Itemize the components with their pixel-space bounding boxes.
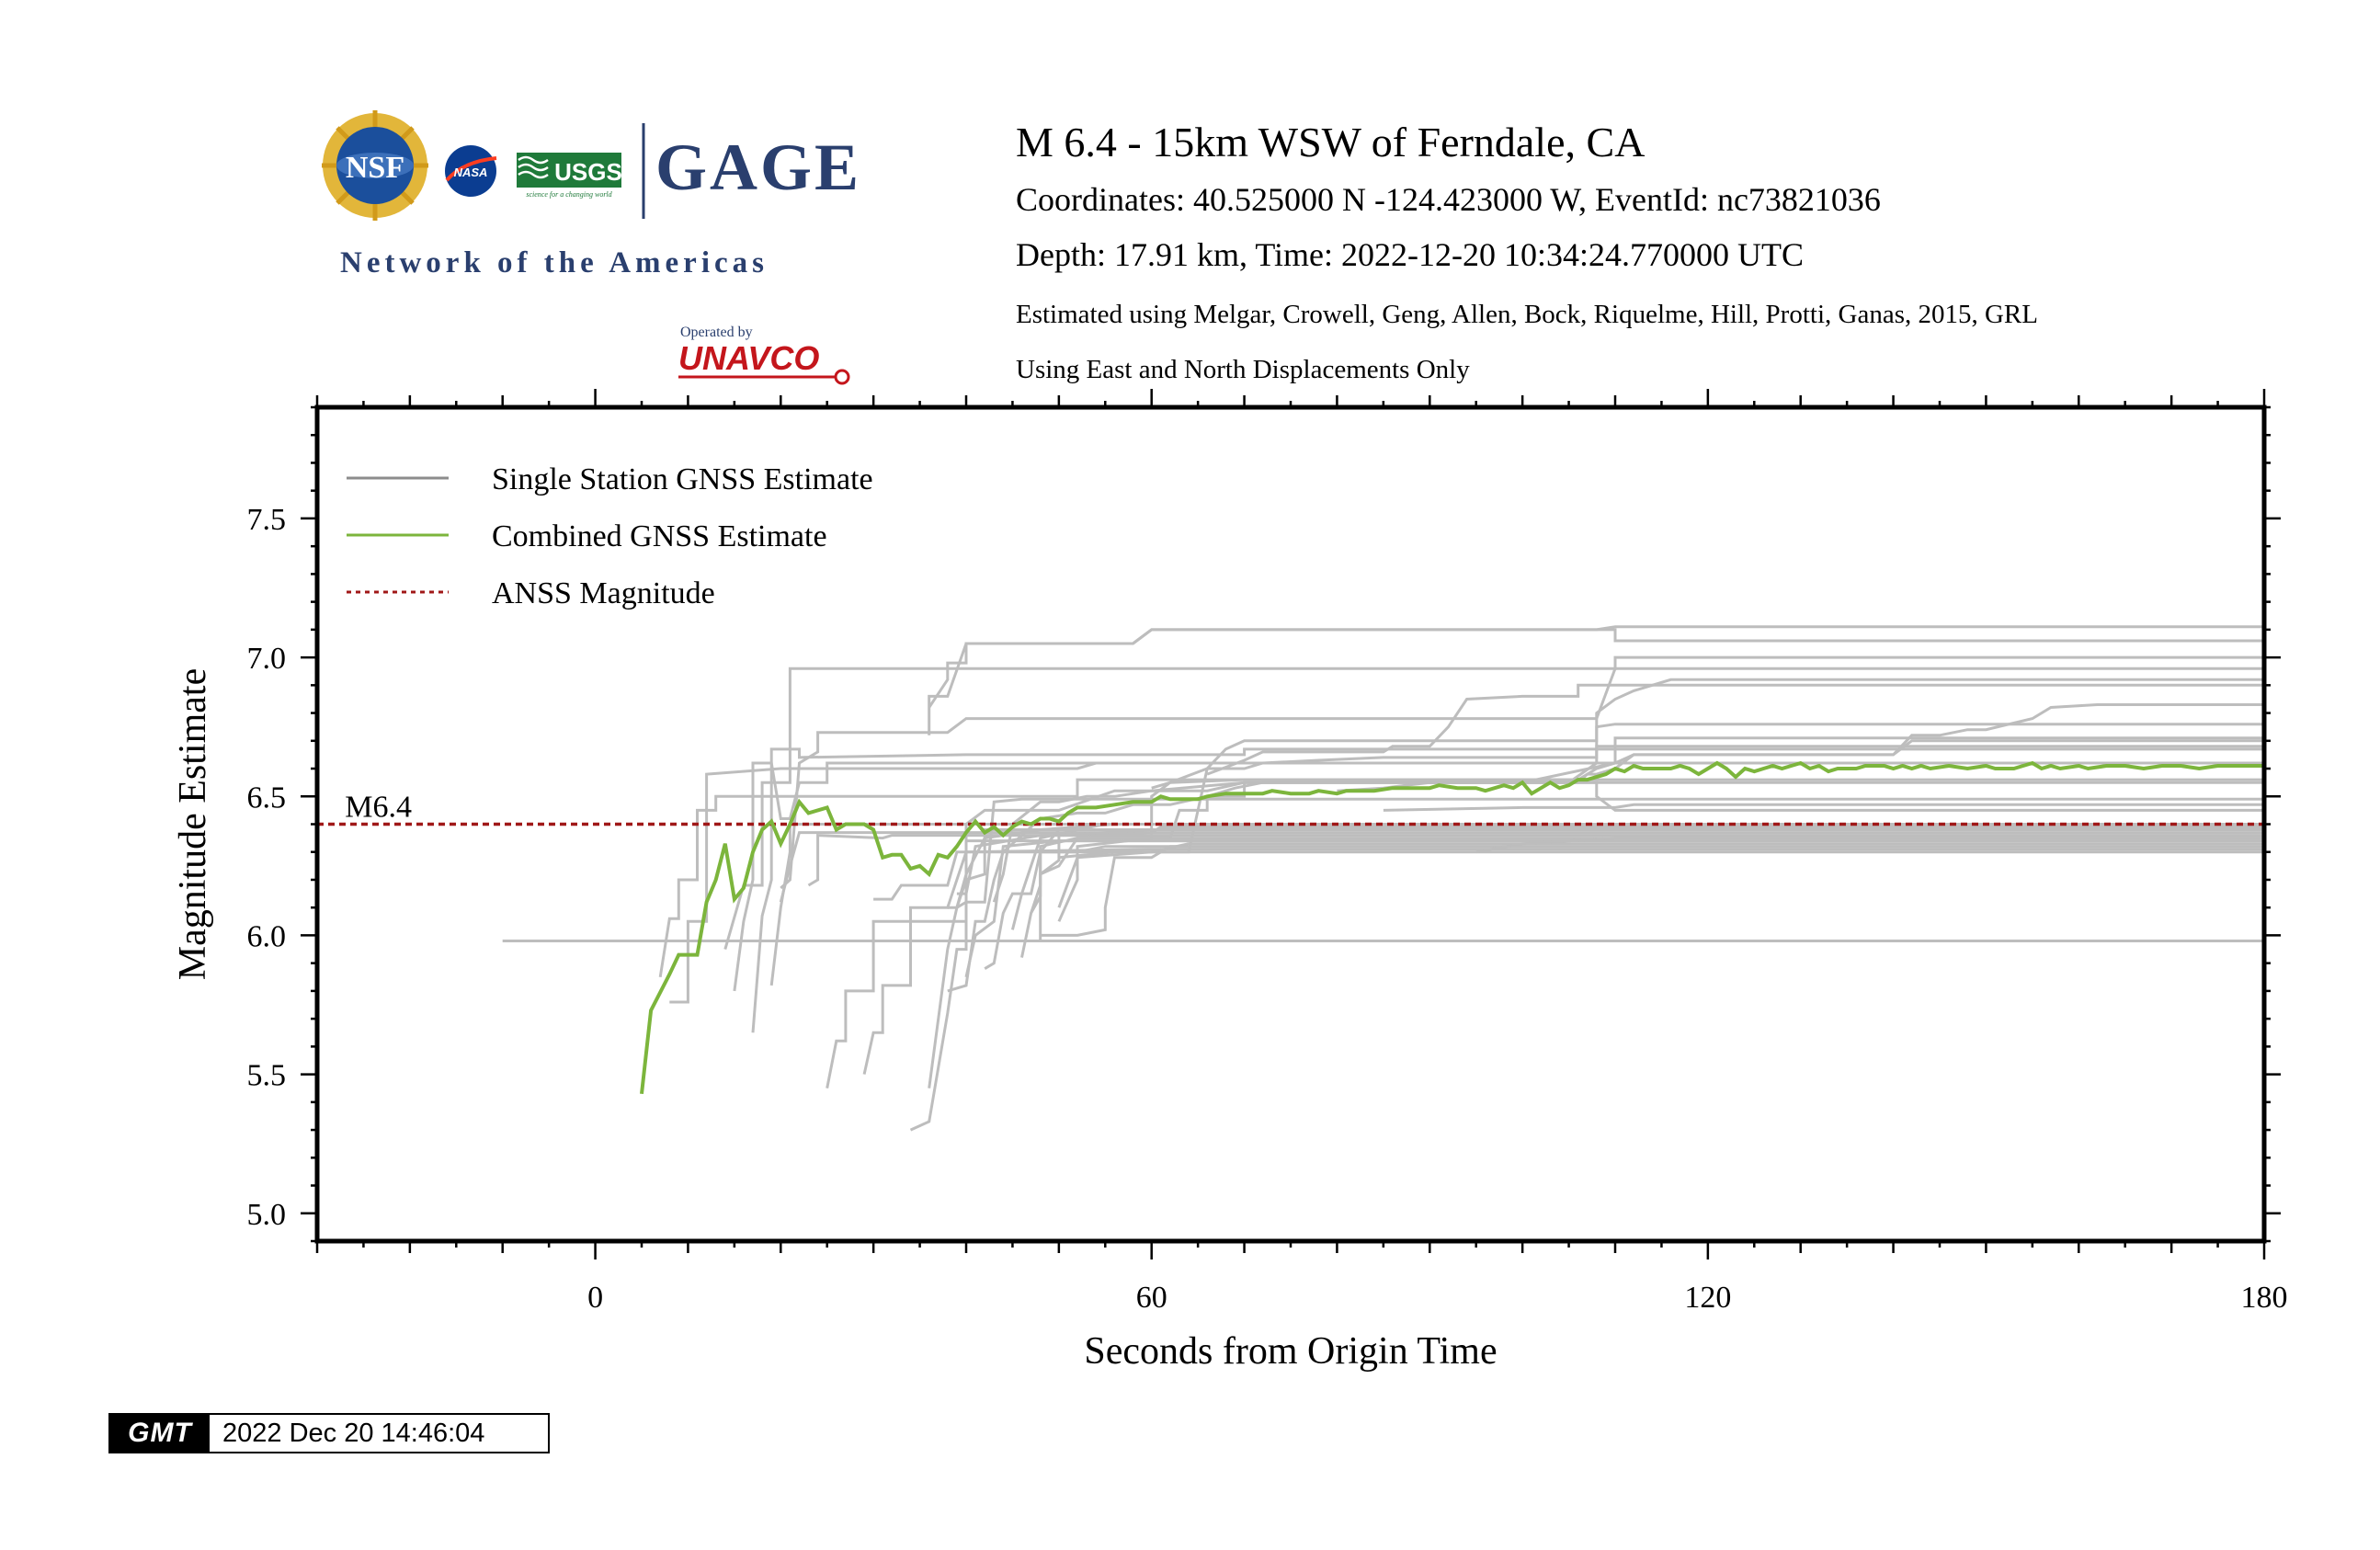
- single-station-line: [928, 797, 2264, 1088]
- single-station-line: [751, 747, 2264, 1033]
- single-station-line: [733, 745, 2264, 992]
- gmt-logo-icon: GMT: [110, 1415, 210, 1452]
- y-tick-label: 6.0: [247, 919, 287, 953]
- single-station-line: [780, 667, 2264, 890]
- single-station-line: [658, 778, 2264, 978]
- unavco-dot-icon: [834, 369, 850, 385]
- event-depth-time: Depth: 17.91 km, Time: 2022-12-20 10:34:…: [1016, 236, 1805, 273]
- single-station-line: [807, 834, 2264, 887]
- gmt-timestamp-stamp: GMT 2022 Dec 20 14:46:04: [108, 1413, 550, 1453]
- x-tick-label: 60: [1136, 1281, 1167, 1315]
- single-station-line: [723, 655, 2264, 951]
- single-station-line: [947, 761, 2264, 993]
- single-station-line: [964, 839, 2264, 978]
- y-tick-label: 5.0: [247, 1198, 287, 1232]
- axis-labels: 0 60 120 180 5.0 5.5 6.0 6.5 7.0 7.5 Seconds from …: [172, 503, 2288, 1373]
- unavco-logo-text: UNAVCO: [678, 339, 819, 377]
- legend-label-single: Single Station GNSS Estimate: [492, 462, 873, 496]
- legend-label-anss: ANSS Magnitude: [492, 576, 715, 610]
- svg-text:science for a changing world: science for a changing world: [526, 190, 612, 199]
- single-station-line: [1040, 845, 2264, 937]
- gage-logo-text: GAGE: [655, 131, 861, 204]
- single-station-line: [1040, 678, 2264, 876]
- displacement-note: Using East and North Displacements Only: [1016, 355, 1470, 384]
- y-tick-label: 6.5: [247, 781, 287, 815]
- single-station-line: [669, 736, 2264, 1004]
- single-station-series-group: [502, 625, 2264, 1132]
- plot-frame: [314, 405, 2267, 1244]
- operated-by-label: Operated by: [680, 325, 753, 340]
- single-station-line: [873, 850, 2264, 901]
- single-station-line: [1151, 739, 2264, 790]
- event-coordinates: Coordinates: 40.525000 N -124.423000 W, …: [1016, 181, 1881, 218]
- svg-text:USGS: USGS: [554, 158, 622, 186]
- legend-label-combined: Combined GNSS Estimate: [492, 519, 827, 553]
- single-station-line: [1057, 723, 2264, 908]
- nsf-logo-icon: NSF: [322, 110, 428, 221]
- anss-group: M6.4: [317, 791, 2264, 826]
- combined-estimate-line: [640, 760, 2264, 1095]
- x-tick-label: 120: [1684, 1281, 1731, 1315]
- single-station-line: [1030, 845, 2264, 914]
- single-station-line: [826, 839, 2264, 1088]
- single-station-line: [1058, 842, 2264, 860]
- logo-block: NSF NASA USGS science for a changing wor…: [322, 110, 861, 385]
- svg-text:NASA: NASA: [454, 165, 488, 179]
- combined-series-group: [640, 760, 2264, 1095]
- x-tick-label: 0: [587, 1281, 603, 1315]
- x-axis-label: Seconds from Origin Time: [1084, 1330, 1497, 1373]
- single-station-line: [779, 826, 2264, 903]
- y-axis-label: Magnitude Estimate: [172, 668, 214, 980]
- gmt-timestamp: 2022 Dec 20 14:46:04: [210, 1415, 548, 1452]
- y-tick-label: 7.0: [247, 642, 287, 676]
- single-station-line: [1383, 803, 2264, 812]
- network-tagline: Network of the Americas: [340, 246, 769, 279]
- svg-text:NSF: NSF: [346, 151, 404, 185]
- legend: Single Station GNSS Estimate Combined GNS…: [347, 462, 873, 610]
- single-station-line: [928, 625, 2264, 735]
- y-tick-label: 7.5: [247, 503, 287, 537]
- single-station-line: [1475, 837, 2264, 854]
- x-tick-label: 180: [2241, 1281, 2288, 1315]
- anss-magnitude-label: M6.4: [345, 791, 412, 825]
- single-station-line: [909, 781, 2264, 1132]
- usgs-logo-icon: USGS science for a changing world: [517, 153, 622, 199]
- single-station-line: [862, 848, 2264, 1075]
- event-title: M 6.4 - 15km WSW of Ferndale, CA: [1016, 119, 1646, 165]
- y-tick-label: 5.5: [247, 1059, 287, 1093]
- nasa-logo-icon: NASA: [445, 145, 497, 197]
- single-station-line: [1206, 683, 2264, 776]
- method-citation: Estimated using Melgar, Crowell, Geng, A…: [1016, 300, 2038, 329]
